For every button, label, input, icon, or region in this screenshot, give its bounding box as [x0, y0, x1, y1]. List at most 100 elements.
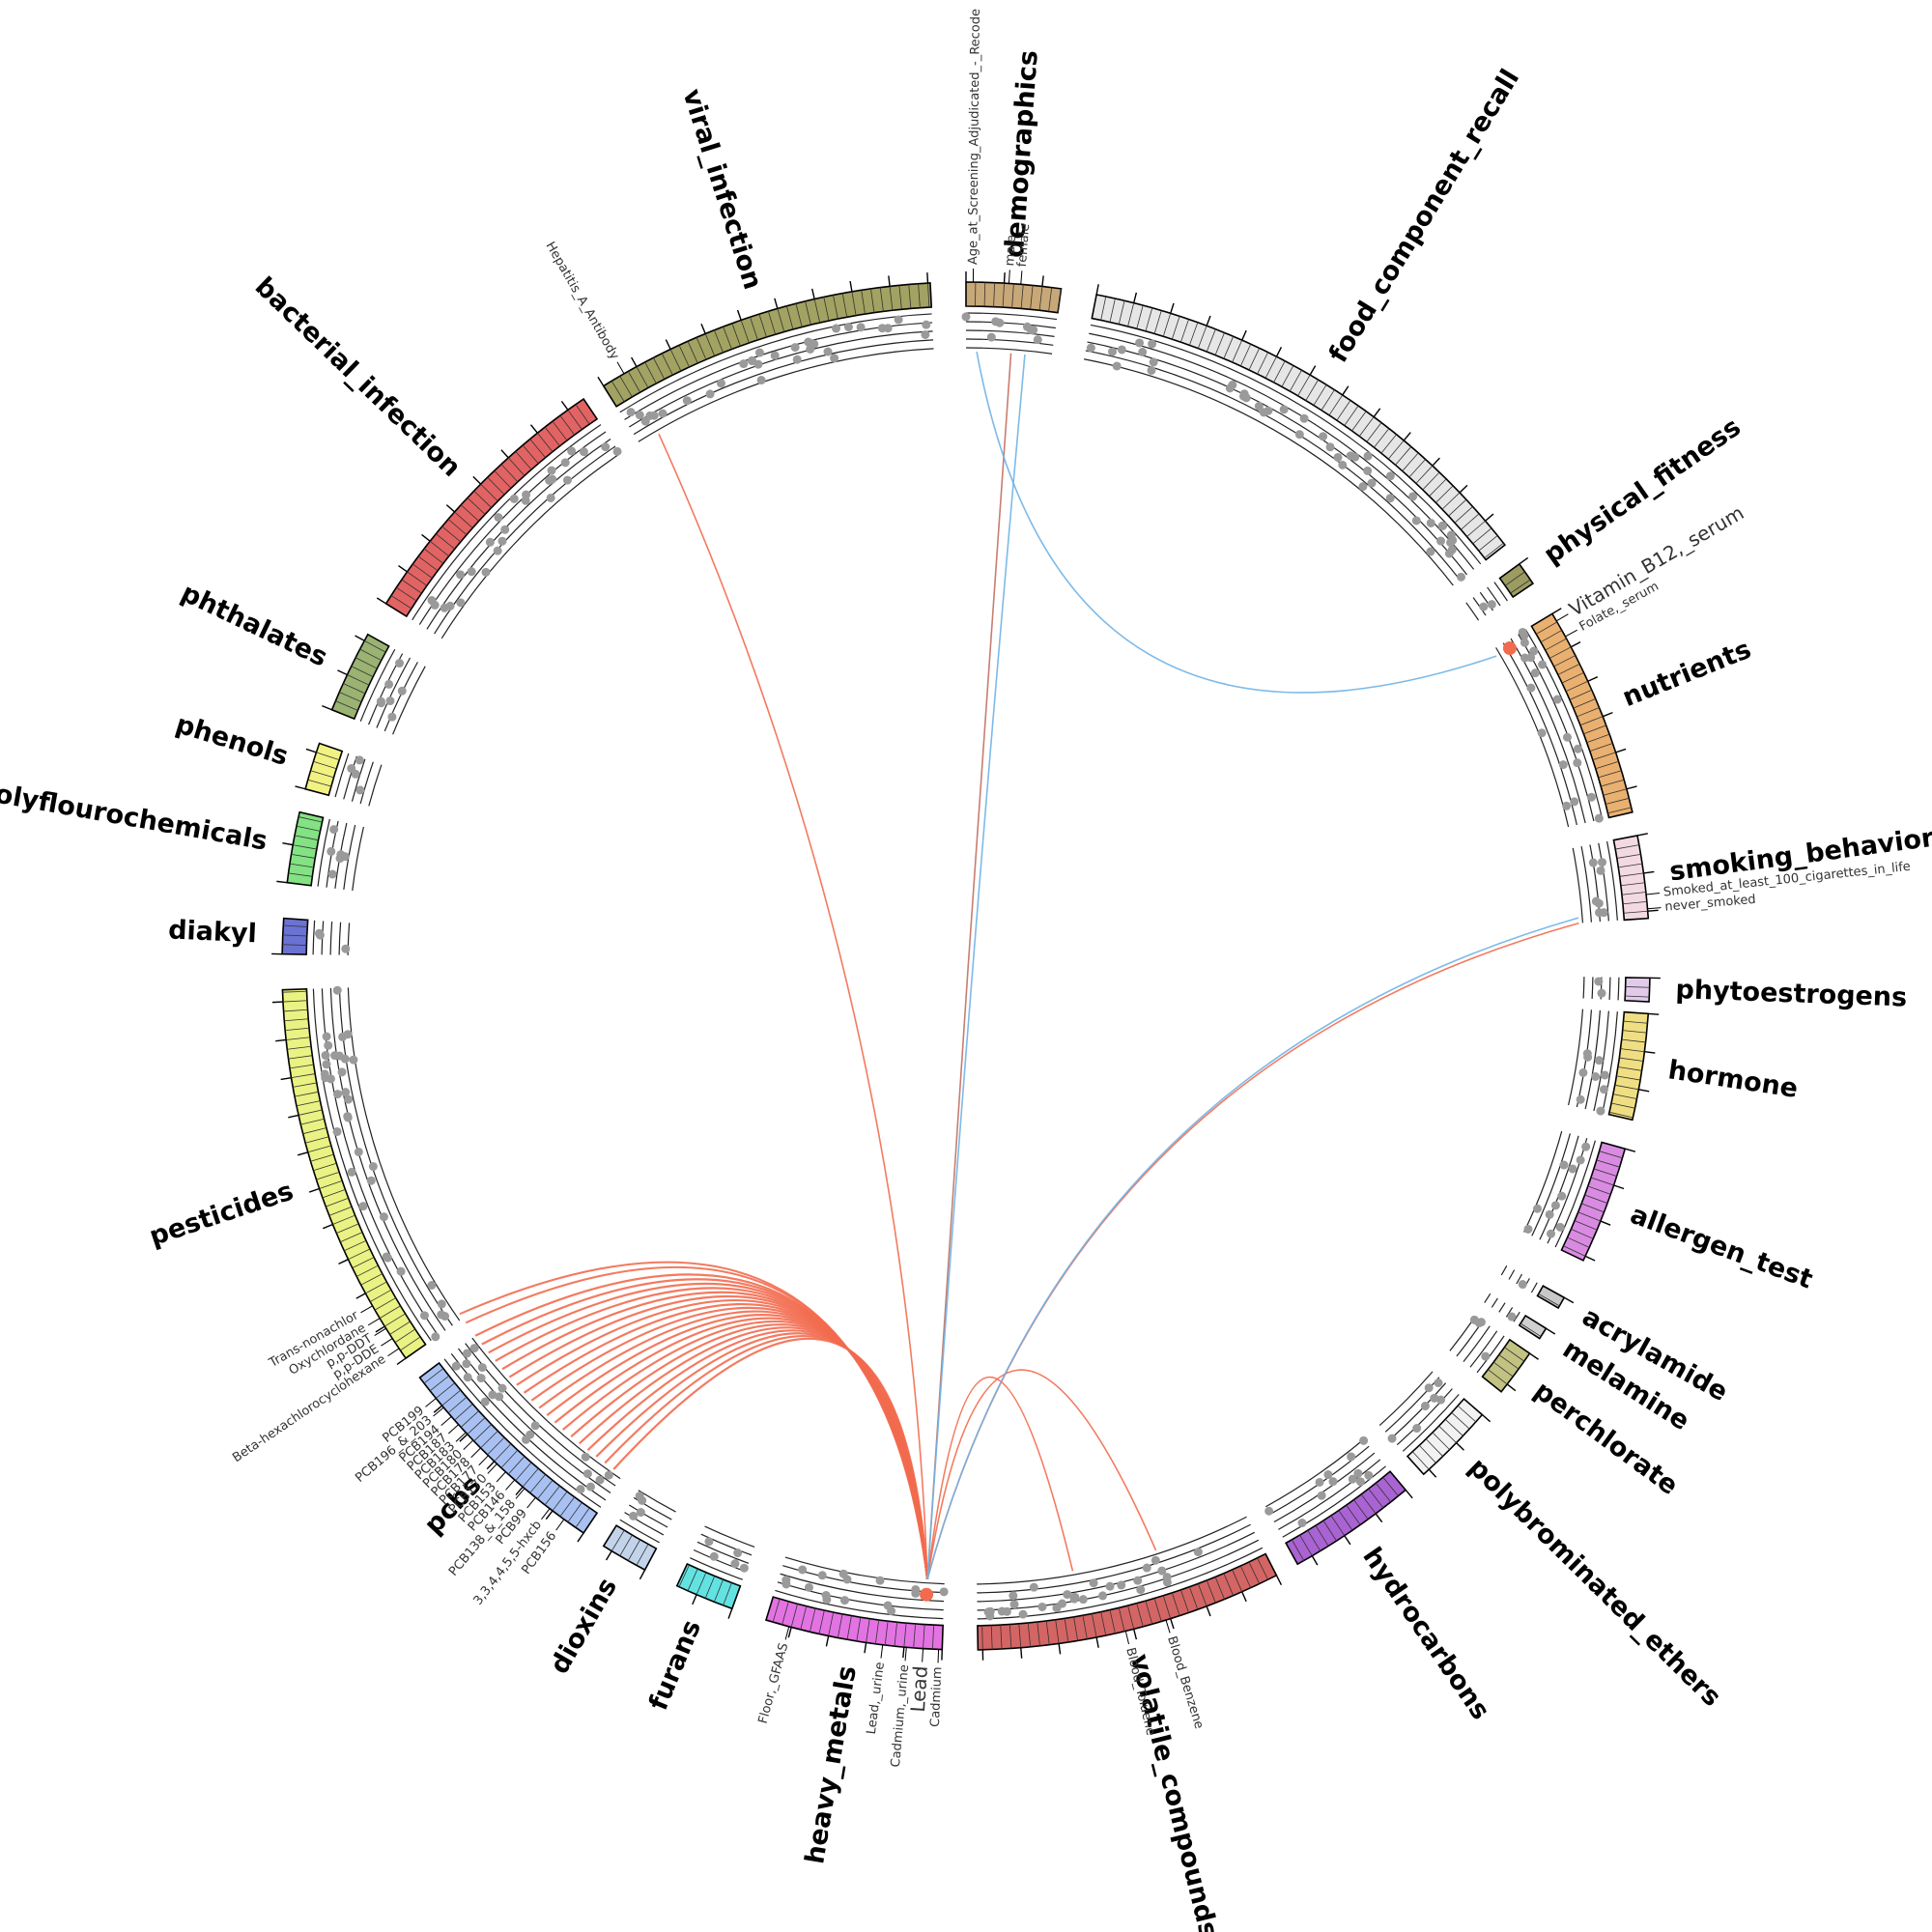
bar-hatch: [1232, 1569, 1243, 1592]
bar-hatch: [1214, 332, 1225, 355]
bar-hatch: [653, 357, 666, 380]
group-label: heavy_metals: [800, 1663, 863, 1866]
bar-hatch: [1136, 305, 1144, 329]
group-label: polybrominated_ethers: [1463, 1452, 1726, 1712]
track-ring: [368, 653, 404, 725]
group-bar: [418, 1361, 599, 1535]
bar-hatch: [1616, 853, 1641, 859]
bar-hatch: [494, 1443, 512, 1462]
data-dot: [612, 446, 622, 456]
bar-hatch: [348, 1248, 371, 1261]
bar-hatch: [1292, 1539, 1305, 1561]
bar-hatch: [1520, 1322, 1542, 1337]
track-ring: [700, 1533, 753, 1556]
bar-tick: [1570, 641, 1581, 648]
data-dot: [843, 323, 853, 332]
bar-tick: [1275, 347, 1283, 357]
feature-leader: [505, 1479, 516, 1491]
bar-tick: [338, 1259, 349, 1265]
track-ring: [317, 818, 330, 887]
bar-hatch: [1488, 1369, 1508, 1385]
bar-tick: [888, 275, 891, 287]
bar-hatch: [795, 303, 803, 327]
data-dot: [522, 490, 531, 499]
bar-tick: [1551, 608, 1562, 614]
track-ring: [1493, 582, 1508, 602]
data-dot: [823, 347, 833, 356]
bar-hatch: [460, 1410, 479, 1428]
data-dot: [419, 1311, 429, 1321]
bar-hatch: [355, 1264, 379, 1277]
bar-hatch: [627, 1539, 640, 1561]
data-dot: [1193, 1548, 1203, 1557]
bar-tick: [1587, 676, 1599, 682]
bar-hatch: [813, 298, 821, 324]
track-ring: [312, 988, 432, 1342]
bar-tick: [811, 288, 815, 299]
bar-hatch: [1536, 621, 1558, 635]
bar-hatch: [1109, 1609, 1116, 1634]
bar-hatch: [723, 327, 732, 350]
data-dot: [344, 1094, 354, 1104]
bar-tick: [276, 880, 288, 884]
bar-hatch: [866, 1618, 870, 1643]
data-dot: [1086, 343, 1095, 353]
track-ring: [1582, 977, 1585, 999]
bar-hatch: [1504, 1347, 1525, 1362]
data-dot: [792, 355, 802, 364]
bar-hatch: [1425, 1438, 1443, 1457]
bar-hatch: [369, 1289, 392, 1302]
data-dot: [485, 537, 495, 547]
bar-tick: [1584, 1255, 1596, 1262]
bar-hatch: [1577, 1211, 1602, 1222]
track-ring: [1508, 1269, 1516, 1280]
track-ring: [1513, 1311, 1520, 1322]
bar-tick: [1206, 315, 1211, 327]
bar-hatch: [837, 1613, 843, 1638]
data-dot: [986, 332, 996, 342]
data-dot: [1162, 1573, 1172, 1582]
bar-tick: [297, 1151, 308, 1156]
group-label: diakyl: [168, 915, 258, 949]
bar-hatch: [785, 305, 794, 329]
feature-leader: [478, 1455, 489, 1466]
feature-leader: [387, 1348, 400, 1357]
bar-hatch: [1380, 434, 1397, 454]
feature-label: female: [1015, 223, 1034, 268]
group-bar: [281, 917, 309, 955]
group-bar: [1285, 1470, 1407, 1566]
group-label: bacterial_infection: [249, 271, 467, 483]
data-dot: [1157, 1566, 1167, 1576]
bar-tick: [727, 1608, 733, 1619]
bar-tick: [864, 1642, 867, 1654]
data-dot: [396, 1266, 406, 1276]
bar-hatch: [823, 297, 830, 322]
bar-hatch: [1615, 844, 1639, 850]
data-dot: [332, 1126, 342, 1136]
track-ring: [1518, 634, 1595, 822]
bar-hatch: [918, 283, 921, 308]
track-ring: [784, 1556, 945, 1585]
link: [459, 1261, 929, 1579]
bar-hatch: [328, 1206, 353, 1216]
bar-hatch: [343, 683, 366, 695]
data-dot: [1315, 1477, 1324, 1487]
bar-hatch: [923, 1624, 925, 1649]
data-dot: [1578, 1067, 1588, 1077]
data-dot: [327, 846, 336, 856]
group-label: allergen_test: [1626, 1200, 1816, 1295]
data-dot: [1117, 1580, 1126, 1590]
bar-hatch: [851, 291, 857, 316]
bar-tick: [577, 1532, 584, 1543]
bar-hatch: [1030, 285, 1034, 310]
data-dot: [493, 546, 502, 555]
group-bar: [1518, 1314, 1548, 1340]
bar-tick: [1170, 1618, 1175, 1630]
bar-hatch: [1548, 646, 1572, 659]
link: [530, 1306, 929, 1579]
track-ring: [1539, 1135, 1579, 1240]
bar-hatch: [1587, 1185, 1611, 1195]
bar-hatch: [1171, 316, 1180, 340]
bar-hatch: [544, 1485, 560, 1506]
bar-hatch: [1346, 1504, 1361, 1525]
